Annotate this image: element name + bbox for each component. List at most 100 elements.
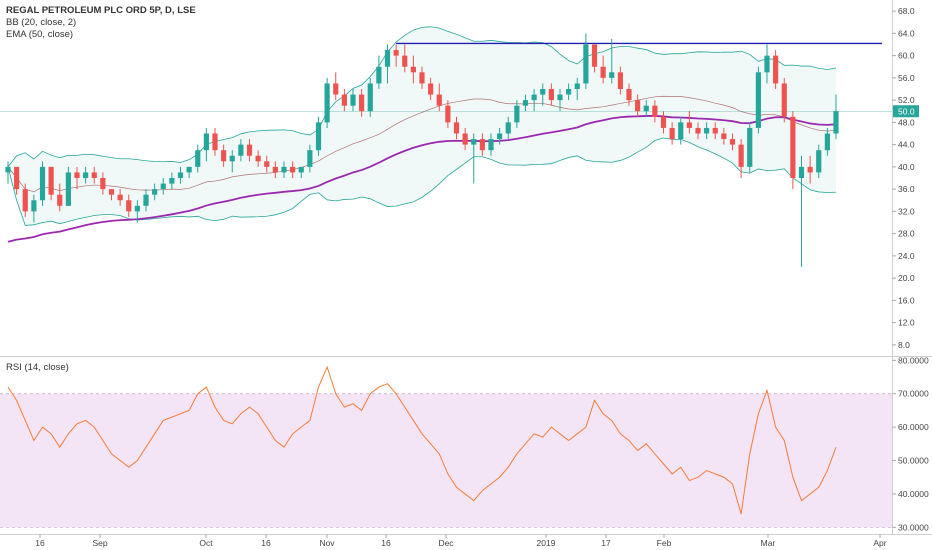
candle	[203, 127, 209, 162]
candle	[712, 122, 718, 140]
price-tick-label: 20.0	[898, 273, 915, 283]
candle-body	[83, 172, 89, 178]
ema-indicator-label[interactable]: EMA (50, close)	[6, 29, 74, 40]
candle-body	[91, 172, 97, 178]
candle-body	[315, 122, 322, 151]
candle	[350, 89, 356, 112]
candle	[609, 38, 615, 84]
candle	[764, 44, 770, 84]
candle-body	[462, 133, 468, 145]
candle	[48, 166, 54, 201]
candle	[738, 139, 744, 178]
candle-body	[695, 127, 701, 134]
candle	[617, 66, 623, 95]
candle-body	[195, 150, 201, 167]
candle	[626, 83, 632, 106]
candle	[445, 100, 451, 128]
candle-body	[39, 166, 46, 201]
candle	[704, 122, 710, 140]
candle-body	[548, 89, 554, 101]
candle	[108, 189, 115, 201]
candle	[229, 150, 235, 173]
candle	[747, 122, 753, 173]
bb-indicator-label[interactable]: BB (20, close, 2)	[6, 17, 77, 28]
bb-fill	[8, 26, 836, 226]
candle	[471, 133, 477, 184]
candle	[428, 77, 434, 101]
rsi-tick-label: 70.0000	[898, 389, 929, 399]
candle-body	[583, 44, 589, 84]
candle	[479, 133, 485, 156]
candle	[31, 194, 37, 223]
candle	[824, 127, 830, 156]
candle	[57, 183, 63, 212]
candle	[359, 89, 365, 117]
price-tick-label: 64.0	[898, 28, 915, 38]
candle-body	[488, 139, 494, 151]
candle	[195, 144, 201, 173]
price-tick-label: 56.0	[898, 73, 915, 83]
candle-body	[350, 94, 356, 106]
rsi-line	[7, 365, 837, 515]
candle-body	[143, 194, 149, 206]
candle-body	[721, 133, 727, 140]
candle-body	[410, 66, 416, 73]
candle-body	[22, 189, 28, 212]
candle-body	[203, 133, 209, 151]
candle-body	[798, 166, 805, 178]
candle-body	[152, 189, 158, 195]
bb-upper-line	[7, 26, 837, 168]
candle	[695, 122, 701, 140]
candle-body	[281, 166, 287, 173]
candle	[255, 150, 261, 167]
candle-body	[747, 127, 753, 167]
price-tick-label: 36.0	[898, 184, 915, 194]
price-legend: REGAL PETROLEUM PLC ORD 5P, D, LSE BB (2…	[6, 5, 196, 41]
rsi-tick-label: 60.0000	[898, 422, 929, 432]
candle	[264, 155, 270, 173]
candle	[22, 183, 28, 217]
candle-body	[246, 144, 253, 156]
candle	[384, 44, 391, 84]
candle	[522, 94, 529, 112]
candle	[134, 200, 140, 223]
candle-body	[255, 155, 261, 162]
candle-body	[497, 133, 503, 140]
rsi-band	[0, 393, 892, 528]
candle	[643, 100, 649, 117]
candle	[272, 161, 278, 178]
candle-body	[376, 66, 382, 84]
candle-body	[609, 72, 615, 78]
candle	[462, 127, 468, 151]
candle-body	[177, 172, 184, 178]
candle-body	[764, 55, 770, 73]
candle-body	[773, 55, 779, 84]
candle	[177, 166, 184, 184]
candle-body	[65, 172, 71, 206]
candle-body	[169, 178, 175, 184]
candle-body	[384, 50, 391, 67]
candle	[65, 166, 71, 206]
candle	[83, 166, 89, 184]
candle-body	[557, 94, 563, 101]
symbol-title[interactable]: REGAL PETROLEUM PLC ORD 5P, D, LSE	[6, 5, 196, 16]
candle	[281, 161, 287, 178]
candle	[74, 166, 80, 190]
candle-body	[324, 83, 330, 123]
candle-body	[212, 133, 218, 151]
candle-body	[574, 83, 580, 89]
candle-body	[229, 155, 235, 162]
candle-body	[704, 127, 710, 134]
candle	[376, 55, 382, 89]
candle	[393, 44, 399, 67]
candle	[548, 83, 554, 106]
candle-body	[729, 139, 736, 145]
candle-body	[807, 166, 813, 173]
time-tick-label: Mar	[761, 538, 776, 548]
rsi-indicator-label[interactable]: RSI (14, close)	[6, 362, 69, 373]
candle-body	[833, 111, 839, 134]
candle	[14, 166, 20, 195]
candle	[755, 66, 761, 134]
